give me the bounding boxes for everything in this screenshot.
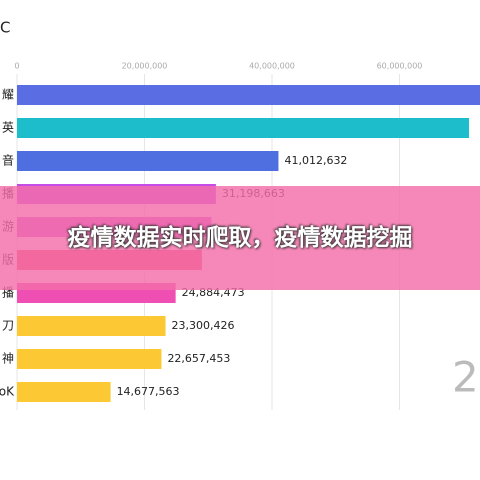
watermark: 20 [452, 353, 480, 402]
bar [17, 316, 166, 336]
value-label: 41,012,632 [284, 154, 347, 167]
value-label: 23,300,426 [172, 319, 235, 332]
x-tick-label: 0 [14, 62, 19, 71]
bar [17, 151, 279, 171]
bar [17, 85, 480, 105]
value-label: 14,677,563 [117, 385, 180, 398]
chart-title: C [0, 19, 10, 37]
x-tick-label: 60,000,000 [377, 62, 423, 71]
banner: 疫情数据实时爬取，疫情数据挖掘 [0, 186, 480, 290]
bar [17, 118, 469, 138]
bar [17, 382, 111, 402]
category-label: 音 [2, 153, 14, 168]
banner-text: 疫情数据实时爬取，疫情数据挖掘 [67, 225, 413, 251]
category-label: 神 [2, 352, 14, 366]
x-tick-label: 40,000,000 [249, 62, 295, 71]
bar [17, 349, 162, 369]
category-label: 英 [2, 121, 14, 135]
x-tick-label: 20,000,000 [122, 62, 168, 71]
category-label: oK [0, 385, 15, 399]
category-label: 耀 [2, 88, 14, 102]
value-label: 22,657,453 [167, 352, 230, 365]
category-label: 刀 [2, 319, 14, 333]
